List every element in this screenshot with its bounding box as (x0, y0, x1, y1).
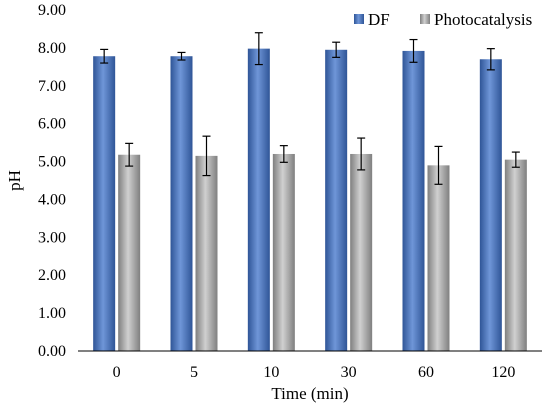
x-tick-label: 5 (190, 364, 198, 381)
y-tick-label: 5.00 (38, 154, 66, 171)
legend-swatch-photocatalysis (420, 14, 430, 24)
bar-df (170, 56, 193, 351)
x-tick-label: 60 (418, 364, 434, 381)
legend: DF Photocatalysis (354, 10, 532, 29)
bar-photocatalysis (427, 165, 450, 351)
bar-photocatalysis (350, 153, 373, 351)
y-tick-label: 8.00 (38, 40, 66, 57)
bar-df (325, 49, 348, 352)
y-tick-label: 2.00 (38, 267, 66, 284)
x-tick-label: 10 (263, 364, 279, 381)
legend-label-photocatalysis: Photocatalysis (434, 10, 532, 29)
y-axis-title: pH (5, 170, 24, 191)
y-axis-ticks: 0.00 1.00 2.00 3.00 4.00 5.00 6.00 7.00 8.00 9.00 (38, 2, 66, 360)
bars (93, 48, 527, 352)
x-tick-label: 0 (113, 364, 121, 381)
bar-df (402, 50, 425, 352)
y-tick-label: 7.00 (38, 78, 66, 95)
y-tick-label: 0.00 (38, 343, 66, 360)
error-bars (100, 32, 520, 185)
bar-df (93, 56, 116, 351)
bar-photocatalysis (272, 153, 295, 351)
y-tick-label: 6.00 (38, 116, 66, 133)
x-axis-title: Time (min) (271, 384, 348, 403)
bar-df (479, 59, 502, 351)
y-tick-label: 1.00 (38, 305, 66, 322)
legend-label-df: DF (368, 10, 390, 29)
bar-photocatalysis (504, 159, 527, 351)
bar-photocatalysis (195, 155, 218, 351)
legend-swatch-df (354, 14, 364, 24)
bar-df (247, 48, 270, 351)
y-tick-label: 9.00 (38, 2, 66, 19)
x-tick-label: 30 (341, 364, 357, 381)
y-tick-label: 4.00 (38, 191, 66, 208)
x-axis-ticks: 0 5 10 30 60 120 (113, 364, 516, 381)
bar-photocatalysis (118, 154, 141, 351)
x-tick-label: 120 (491, 364, 515, 381)
y-tick-label: 3.00 (38, 229, 66, 246)
